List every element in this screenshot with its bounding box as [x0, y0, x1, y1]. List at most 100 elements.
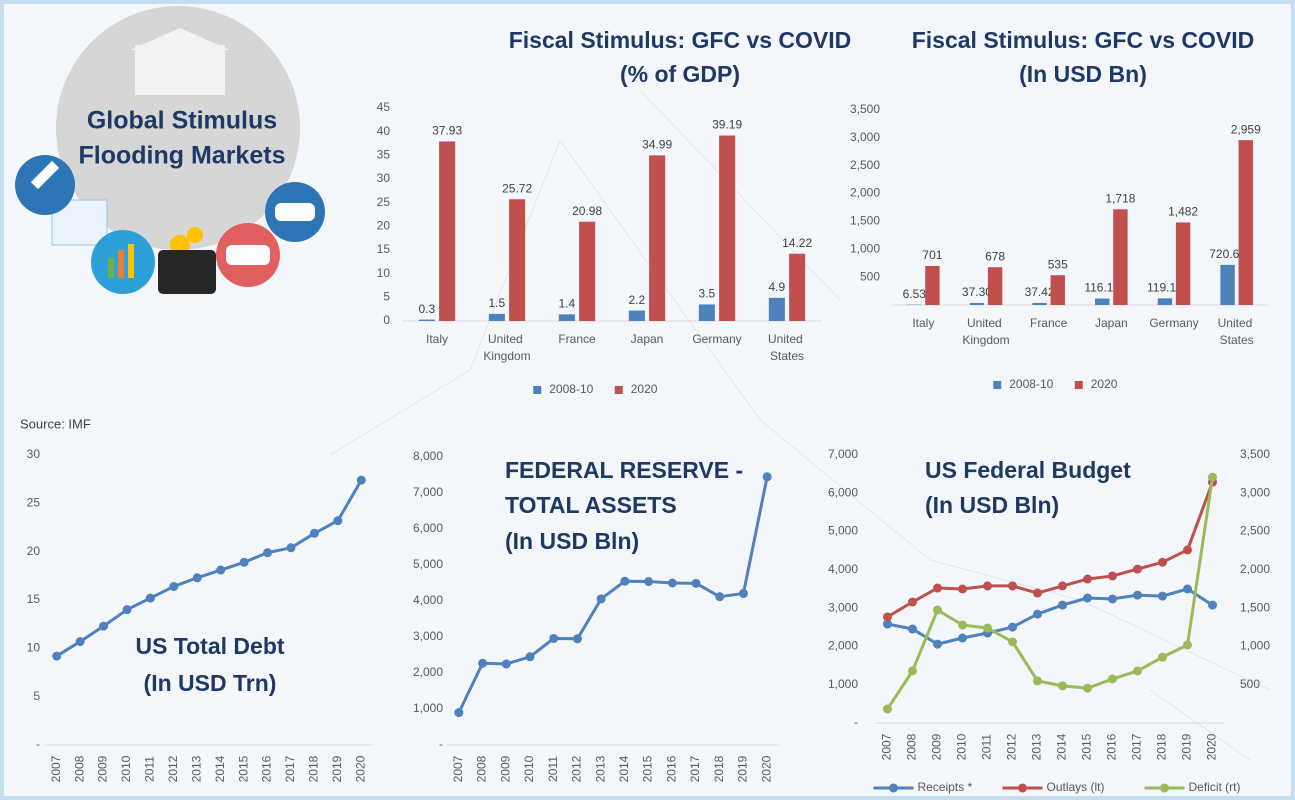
y-tick-label: 0: [383, 313, 390, 327]
line-marker: [1058, 681, 1067, 690]
bar: [769, 298, 785, 321]
x-tick-label: 2014: [617, 755, 631, 782]
chart-title: Fiscal Stimulus: GFC vs COVID: [509, 27, 852, 53]
data-label: 4.9: [769, 280, 786, 294]
legend-swatch: [993, 381, 1001, 389]
legend-swatch: [1160, 784, 1169, 793]
bar: [509, 199, 525, 321]
legend-label: Receipts *: [918, 780, 973, 794]
x-tick-label: 2017: [1130, 733, 1144, 760]
x-tick-label: 2014: [213, 755, 227, 782]
line-marker: [908, 598, 917, 607]
line-marker: [933, 606, 942, 615]
data-label: 37.93: [432, 124, 462, 138]
y-tick-label: 1,000: [413, 701, 443, 715]
bar: [559, 314, 575, 321]
line-marker: [1083, 575, 1092, 584]
bar: [649, 155, 665, 321]
y-tick-label: 1,000: [828, 677, 858, 691]
line-marker: [763, 472, 772, 481]
x-tick-label: 2011: [546, 756, 560, 782]
y-tick-label: 10: [27, 641, 41, 655]
x-tick-label: 2012: [1005, 733, 1019, 760]
x-tick-label: 2018: [1155, 733, 1169, 760]
y-tick-label: 15: [27, 592, 41, 606]
line-marker: [958, 585, 967, 594]
x-tick-label: 2019: [330, 755, 344, 782]
line-marker: [1033, 610, 1042, 619]
y-tick-label: 2,000: [850, 186, 880, 200]
chart-title: (In USD Trn): [144, 670, 277, 696]
y-tick-label: -: [439, 737, 443, 751]
y-tick-label: 1,000: [1240, 639, 1270, 653]
x-tick-label: 2007: [880, 733, 894, 760]
x-tick-label: 2010: [119, 755, 133, 782]
y-tick-label: 5,000: [828, 524, 858, 538]
y-tick-label: 2,500: [850, 158, 880, 172]
source-note: Source: IMF: [20, 416, 91, 431]
legend-label: 2020: [631, 382, 658, 396]
line-marker: [502, 660, 511, 669]
x-tick-label: 2014: [1055, 733, 1069, 760]
legend-swatch: [1075, 381, 1083, 389]
y-tick-label: 3,000: [1240, 485, 1270, 499]
data-label: 14.22: [782, 236, 812, 250]
data-label: 34.99: [642, 138, 672, 152]
x-tick-label: 2010: [522, 755, 536, 782]
x-tick-label: 2019: [736, 755, 750, 782]
line-marker: [1008, 637, 1017, 646]
x-tick-label: 2009: [930, 733, 944, 760]
line-marker: [883, 704, 892, 713]
data-label: 37.42: [1025, 285, 1055, 299]
line-marker: [193, 573, 202, 582]
line-marker: [597, 594, 606, 603]
line-marker: [169, 582, 178, 591]
line-marker: [240, 558, 249, 567]
line-marker: [76, 637, 85, 646]
y-tick-label: 5: [383, 290, 390, 304]
y-tick-label: 5: [33, 689, 40, 703]
x-tick-label: 2012: [166, 755, 180, 782]
line-marker: [1108, 571, 1117, 580]
y-tick-label: 10: [377, 266, 391, 280]
x-tick-label: Germany: [692, 332, 741, 346]
x-tick-label: 2009: [96, 755, 110, 782]
bar: [925, 266, 939, 305]
line-marker: [1183, 545, 1192, 554]
bar: [719, 136, 735, 321]
line-marker: [573, 634, 582, 643]
bar: [439, 141, 455, 321]
chart-title: US Total Debt: [135, 633, 284, 659]
x-tick-label: Japan: [631, 332, 664, 346]
y-tick-label: 4,000: [828, 562, 858, 576]
y-tick-label: 8,000: [413, 449, 443, 463]
y-tick-label: 7,000: [413, 485, 443, 499]
data-label: 701: [922, 248, 942, 262]
data-label: 1.5: [489, 296, 506, 310]
y-tick-label: 20: [27, 544, 41, 558]
line-marker: [644, 577, 653, 586]
line-marker: [263, 548, 272, 557]
y-tick-label: 20: [377, 219, 391, 233]
line-marker: [1058, 581, 1067, 590]
y-tick-label: 3,000: [413, 629, 443, 643]
data-label: 39.19: [712, 118, 742, 132]
x-tick-label: France: [1030, 316, 1068, 330]
y-tick-label: 4,000: [413, 593, 443, 607]
line-marker: [1158, 592, 1167, 601]
bar: [1113, 209, 1127, 305]
line-marker: [933, 584, 942, 593]
bar: [1239, 140, 1253, 305]
data-label: 2.2: [629, 293, 646, 307]
data-label: 1,482: [1168, 205, 1198, 219]
x-tick-label: 2015: [236, 755, 250, 782]
line-marker: [1083, 593, 1092, 602]
x-tick-label: 2010: [955, 733, 969, 760]
bar: [1095, 299, 1109, 305]
line-marker: [1033, 676, 1042, 685]
y-tick-label: 500: [860, 269, 880, 283]
x-tick-label: 2009: [498, 755, 512, 782]
bar: [1220, 265, 1234, 305]
legend-swatch: [1018, 784, 1027, 793]
